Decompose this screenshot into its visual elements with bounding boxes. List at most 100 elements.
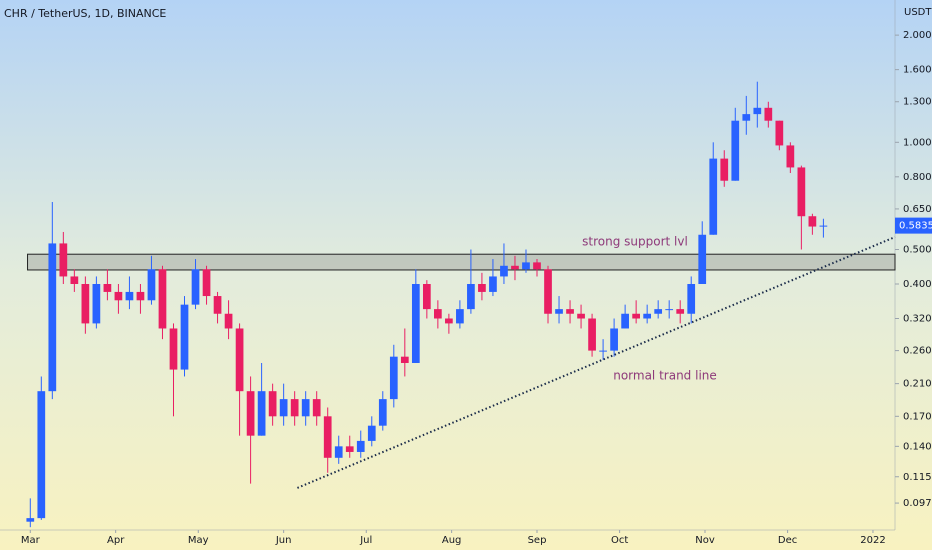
x-tick-label: Oct [611,535,628,546]
candle-body [599,350,607,352]
candle-body [500,265,508,277]
x-tick-label: Apr [107,535,125,546]
candle-body [698,234,707,284]
candle-body [246,391,255,436]
candle-body [191,269,200,305]
candle-body [125,291,134,301]
candle-body [59,243,68,277]
candle-body [808,216,817,227]
candle-body [566,309,574,314]
candle-body [268,391,277,417]
y-tick-label: 0.0970 [903,498,932,509]
candle-body [345,446,354,452]
candle-body [434,309,442,319]
candle-body [136,291,145,301]
candle-body [81,283,90,324]
candle-body [456,309,464,324]
x-tick-label: Aug [442,535,462,546]
candle-body [257,391,266,436]
candle-body [147,269,156,301]
candle-body [367,425,376,441]
candle-body [290,399,299,417]
candle-body [709,158,718,235]
y-tick-label: 1.3000 [903,97,932,108]
x-tick-label: 2022 [860,535,885,546]
candle-body [753,107,762,115]
candle-body [70,276,79,284]
candle-body [665,309,674,311]
y-tick-label: 1.6000 [903,65,932,76]
candle-body [235,328,244,392]
candle-body [389,356,398,400]
candle-body [687,283,696,314]
candle-body [489,276,497,292]
y-axis-label: USDT [904,7,932,18]
candle-body [643,313,652,319]
candle-body [356,440,365,452]
candle-body [511,265,519,270]
x-tick-label: Dec [778,535,797,546]
x-tick-label: Jul [359,535,372,546]
candle-body [48,243,57,392]
candle-body [742,114,751,121]
candle-body [445,318,453,324]
candle-body [775,120,784,146]
candle-body [819,225,828,227]
last-price-box [895,217,932,234]
candle-body [224,313,233,329]
candle-body [92,283,101,324]
support-zone [27,253,896,271]
candle-body [731,120,740,181]
candle-body [323,416,332,458]
candle-body [555,309,563,314]
candle-body [213,296,222,314]
candle-body [544,269,552,314]
candle-body [522,262,530,270]
x-tick-label: May [188,535,209,546]
x-tick-label: Mar [21,535,41,546]
candle-body [621,313,629,329]
candle-body [37,391,46,519]
trend-line [297,236,896,489]
candle-body [26,518,35,522]
trend-label: normal trand line [613,369,717,383]
candle-body [103,283,112,292]
candle-body [301,399,310,417]
candle-body [114,291,123,301]
chart-title: CHR / TetherUS, 1D, BINANCE [4,7,166,20]
candle-body [411,283,420,363]
candle-body [764,107,773,121]
x-tick-label: Nov [695,535,715,546]
x-tick-label: Sep [528,535,547,546]
candle-body [158,269,167,329]
candle-body [610,328,618,351]
candle-body [334,446,343,458]
candle-body [312,399,321,417]
candle-body [279,399,288,417]
candle-body [533,262,541,270]
candle-body [169,328,178,370]
last-price-label: 0.5835 [899,221,932,232]
candle-body [467,283,475,310]
candle-body [786,145,795,168]
candle-body [180,304,189,370]
candle-body [577,313,585,319]
candle-body [676,309,685,314]
candle-body [400,356,409,363]
candle-body [654,309,663,314]
support-label: strong support lvl [582,235,688,249]
